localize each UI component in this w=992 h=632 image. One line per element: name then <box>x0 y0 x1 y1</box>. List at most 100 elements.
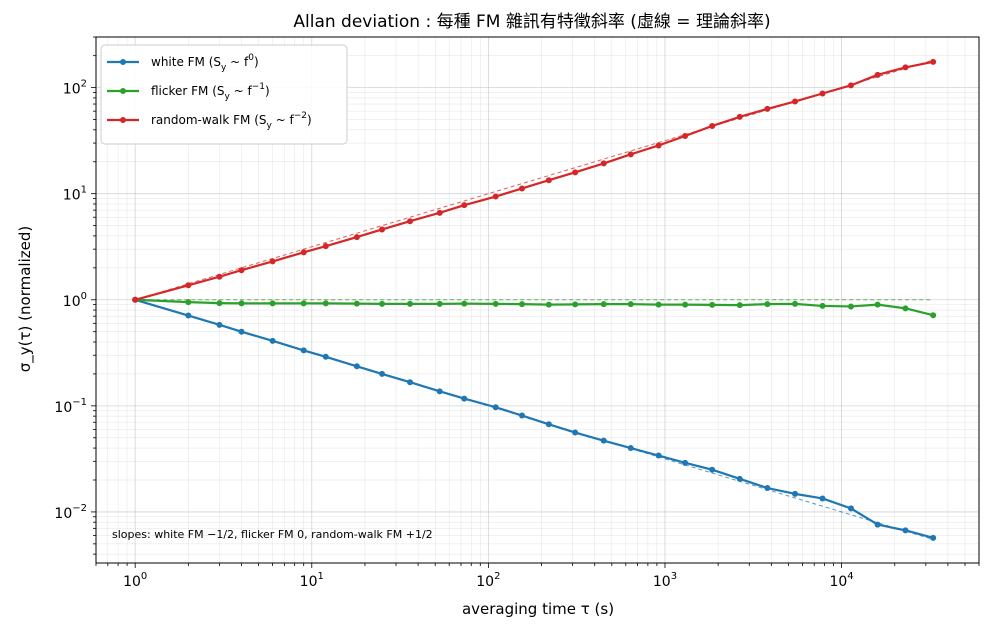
data-point <box>736 475 743 482</box>
data-point <box>545 301 552 308</box>
data-point <box>379 300 386 307</box>
data-point <box>353 234 360 241</box>
y-tick-label: 10−2 <box>54 503 87 522</box>
data-point <box>819 90 826 97</box>
data-point <box>930 534 937 541</box>
series-white-fm <box>132 296 937 541</box>
data-point <box>216 321 223 328</box>
y-tick-label: 102 <box>63 79 87 98</box>
data-point <box>492 193 499 200</box>
data-point <box>627 151 634 158</box>
data-point <box>930 312 937 319</box>
y-axis-label: σ_y(τ) (normalized) <box>16 226 35 372</box>
data-point <box>185 312 192 319</box>
legend-marker <box>120 88 126 94</box>
y-tick-label: 101 <box>63 185 87 204</box>
data-point <box>238 267 245 274</box>
series-random-walk-fm <box>132 58 937 303</box>
x-tick-label: 100 <box>123 571 147 590</box>
data-point <box>682 132 689 139</box>
data-point <box>902 305 909 312</box>
series-line <box>134 298 934 539</box>
data-point <box>269 300 276 307</box>
data-point <box>492 300 499 307</box>
data-point <box>238 328 245 335</box>
data-point <box>132 296 139 303</box>
data-point <box>572 169 579 176</box>
data-point <box>322 353 329 360</box>
data-point <box>436 388 443 395</box>
data-point <box>572 429 579 436</box>
data-point <box>847 303 854 310</box>
data-point <box>461 395 468 402</box>
data-point <box>322 300 329 307</box>
x-tick-label: 104 <box>829 571 853 590</box>
legend-marker <box>120 59 126 65</box>
data-point <box>353 300 360 307</box>
x-axis-label: averaging time τ (s) <box>462 600 614 618</box>
data-point <box>655 142 662 149</box>
data-point <box>655 301 662 308</box>
legend-marker <box>120 117 126 123</box>
data-point <box>847 82 854 89</box>
data-point <box>238 300 245 307</box>
data-point <box>655 452 662 459</box>
data-point <box>819 302 826 309</box>
y-tick-label: 10−1 <box>54 397 87 416</box>
data-point <box>436 209 443 216</box>
data-point <box>874 71 881 78</box>
chart-title: Allan deviation : 每種 FM 雜訊有特徵斜率 (虛線 = 理論… <box>293 12 770 32</box>
axis-ticks: 100 101 102 103 104 10−2 10−1 100 101 102 <box>54 36 980 590</box>
legend-entry: white FM (Sy ~ f0) <box>151 53 259 73</box>
data-point <box>627 445 634 452</box>
x-tick-label: 103 <box>653 571 677 590</box>
data-series <box>132 58 937 541</box>
data-point <box>545 421 552 428</box>
data-point <box>682 459 689 466</box>
data-point <box>322 243 329 250</box>
data-point <box>874 301 881 308</box>
data-point <box>736 113 743 120</box>
data-point <box>407 300 414 307</box>
data-point <box>930 58 937 65</box>
legend-box <box>100 44 348 145</box>
data-point <box>792 490 799 497</box>
data-point <box>545 177 552 184</box>
data-point <box>269 337 276 344</box>
data-point <box>792 98 799 105</box>
data-point <box>436 300 443 307</box>
data-point <box>518 412 525 419</box>
data-point <box>379 226 386 233</box>
data-point <box>379 370 386 377</box>
data-point <box>407 218 414 225</box>
data-point <box>353 363 360 370</box>
data-point <box>792 300 799 307</box>
data-point <box>847 505 854 512</box>
data-point <box>902 527 909 534</box>
data-point <box>518 185 525 192</box>
data-point <box>600 160 607 167</box>
data-point <box>764 485 771 492</box>
data-point <box>269 258 276 265</box>
data-point <box>709 122 716 129</box>
data-point <box>709 466 716 473</box>
legend-entry: flicker FM (Sy ~ f−1) <box>151 82 270 102</box>
data-point <box>461 300 468 307</box>
y-tick-label: 100 <box>63 291 87 310</box>
data-point <box>185 299 192 306</box>
data-point <box>819 495 826 502</box>
data-point <box>709 301 716 308</box>
legend-entry: random-walk FM (Sy ~ f−2) <box>151 111 312 131</box>
slopes-annotation: slopes: white FM −1/2, flicker FM 0, ran… <box>112 528 433 541</box>
data-point <box>572 301 579 308</box>
data-point <box>736 302 743 309</box>
data-point <box>300 249 307 256</box>
data-point <box>185 282 192 289</box>
data-point <box>682 301 689 308</box>
data-point <box>600 301 607 308</box>
data-point <box>902 64 909 71</box>
data-point <box>492 404 499 411</box>
x-tick-label: 102 <box>476 571 500 590</box>
data-point <box>461 202 468 209</box>
